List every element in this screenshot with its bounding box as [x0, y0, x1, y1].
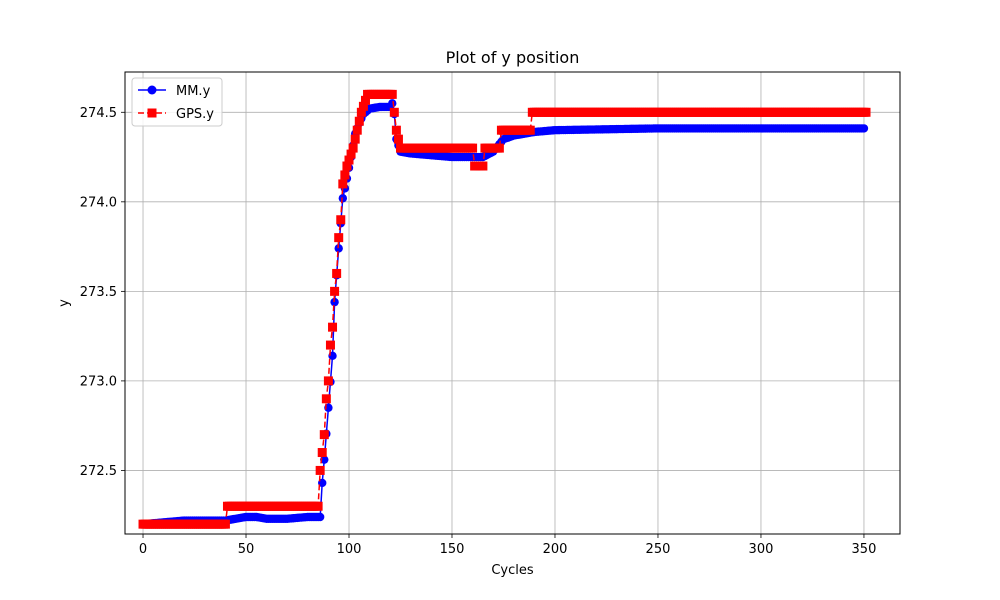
legend-marker-mm — [147, 85, 157, 95]
data-point — [358, 101, 368, 111]
x-tick-label: 200 — [543, 542, 568, 557]
data-point — [315, 465, 325, 475]
series-gps-y — [138, 89, 871, 529]
y-tick-label: 274.0 — [80, 195, 117, 210]
data-point — [468, 143, 478, 153]
x-tick-label: 150 — [440, 542, 465, 557]
data-point — [525, 125, 535, 135]
data-point — [220, 519, 230, 529]
x-tick-label: 300 — [749, 542, 774, 557]
y-axis-label: y — [57, 299, 72, 307]
data-point — [332, 268, 342, 278]
data-point — [861, 107, 871, 117]
legend-marker-gps — [147, 108, 157, 118]
legend: MM.y GPS.y — [131, 77, 223, 127]
data-point — [391, 125, 401, 135]
y-tick-label: 273.0 — [80, 374, 117, 389]
chart-title: Plot of y position — [446, 48, 580, 67]
data-point — [330, 297, 339, 307]
data-point — [859, 124, 869, 133]
data-point — [334, 233, 344, 243]
y-tick-label: 274.5 — [80, 106, 117, 121]
data-point — [313, 501, 323, 511]
data-point — [348, 143, 358, 153]
data-point — [340, 170, 350, 180]
data-point — [478, 161, 488, 171]
data-point — [346, 149, 356, 159]
data-point — [494, 143, 504, 153]
data-point — [336, 215, 346, 225]
data-point — [350, 134, 360, 144]
data-point — [342, 161, 352, 171]
data-point — [330, 286, 340, 296]
data-point — [393, 134, 403, 144]
data-point — [389, 107, 399, 117]
data-point — [325, 340, 335, 350]
data-point — [338, 194, 348, 203]
data-point — [354, 116, 364, 126]
x-tick-label: 350 — [852, 542, 877, 557]
data-point — [334, 244, 343, 253]
data-point — [321, 394, 331, 404]
data-point — [360, 95, 370, 105]
ticks: 0 50 100 150 200 250 300 350 272.5 273.0 273.5 274.… — [80, 106, 877, 557]
data-point — [317, 448, 327, 458]
data-point — [344, 155, 354, 165]
legend-label-gps: GPS.y — [176, 107, 214, 122]
data-point — [328, 322, 338, 332]
data-point — [352, 125, 362, 135]
x-tick-label: 100 — [337, 542, 362, 557]
y-tick-label: 272.5 — [80, 464, 117, 479]
data-point — [319, 430, 329, 440]
y-tick-label: 273.5 — [80, 285, 117, 300]
x-axis-label: Cycles — [491, 563, 534, 578]
data-point — [356, 107, 366, 117]
x-tick-label: 250 — [646, 542, 671, 557]
data-point — [387, 89, 397, 99]
legend-label-mm: MM.y — [176, 84, 211, 99]
x-tick-label: 0 — [139, 542, 147, 557]
x-tick-label: 50 — [238, 542, 255, 557]
plot-frame — [124, 71, 901, 535]
data-point — [388, 99, 397, 108]
data-point — [323, 376, 333, 386]
data-point — [338, 179, 348, 189]
data-point — [315, 512, 325, 522]
series-layer — [138, 89, 871, 529]
